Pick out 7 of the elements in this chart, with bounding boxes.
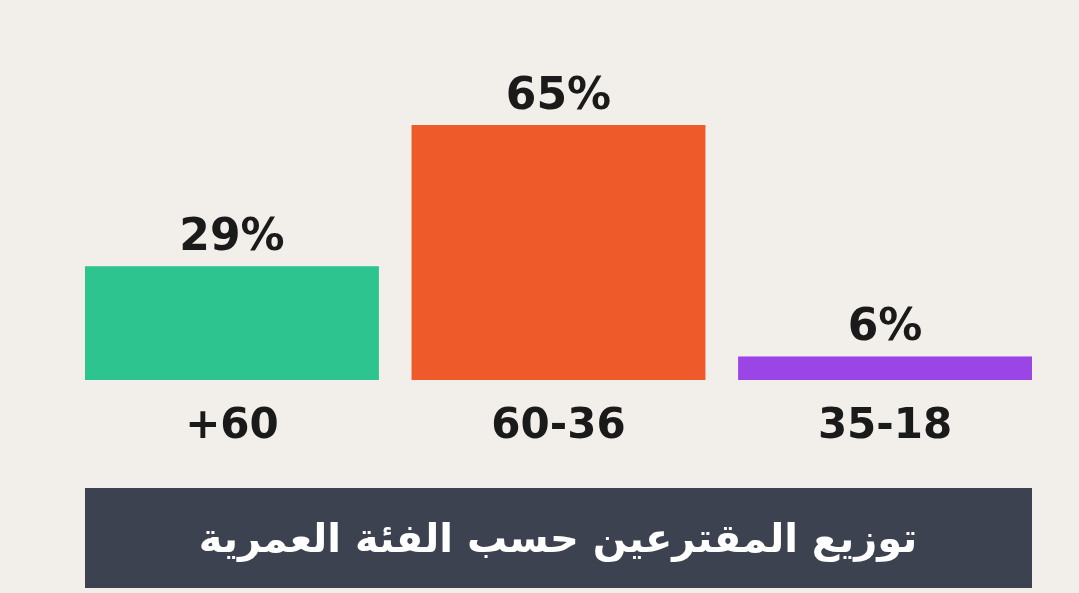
data-label: 65% <box>505 68 612 119</box>
x-tick-label: 35-18 <box>817 399 953 448</box>
x-tick-label: 60-36 <box>491 399 626 448</box>
data-label: 6% <box>847 299 923 351</box>
data-label: 29% <box>179 209 285 261</box>
x-tick-label: +60 <box>185 399 279 448</box>
text: توزيع المقترعين حسب الفئة العمرية <box>198 515 918 562</box>
